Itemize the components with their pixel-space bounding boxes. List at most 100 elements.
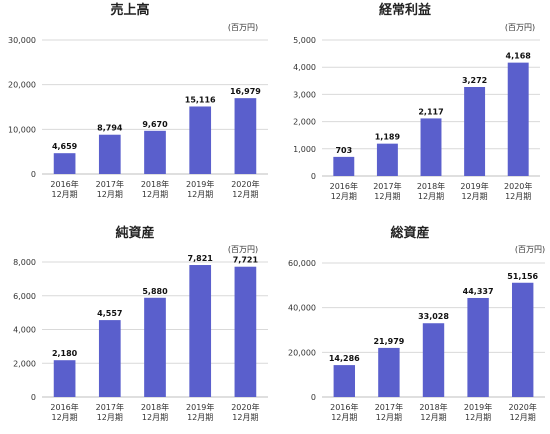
unit-label: (百万円) bbox=[228, 23, 258, 32]
x-tick-label-period: 12月期 bbox=[331, 192, 357, 201]
data-label: 5,880 bbox=[142, 287, 168, 296]
x-tick-label-year: 2017年 bbox=[375, 402, 403, 412]
bar bbox=[376, 143, 398, 176]
x-tick-label-year: 2018年 bbox=[419, 402, 447, 412]
x-tick-label-period: 12月期 bbox=[418, 192, 444, 201]
y-tick-label: 2,000 bbox=[293, 118, 316, 127]
chart-title: 純資産 bbox=[115, 225, 154, 241]
x-tick-label-period: 12月期 bbox=[187, 413, 213, 422]
data-label: 4,557 bbox=[97, 309, 122, 318]
x-tick-label-period: 12月期 bbox=[232, 190, 258, 199]
data-label: 16,979 bbox=[230, 87, 261, 96]
y-tick-label: 4,000 bbox=[293, 63, 316, 72]
y-tick-label: 0 bbox=[311, 393, 316, 402]
data-label: 51,156 bbox=[507, 272, 538, 281]
bar bbox=[420, 118, 442, 176]
data-label: 703 bbox=[335, 146, 352, 155]
bar bbox=[422, 323, 445, 397]
x-tick-label-year: 2020年 bbox=[509, 402, 537, 412]
data-label: 2,180 bbox=[52, 349, 78, 358]
x-tick-label-year: 2017年 bbox=[96, 179, 124, 189]
y-tick-label: 40,000 bbox=[288, 304, 316, 313]
x-tick-label-period: 12月期 bbox=[97, 413, 123, 422]
bar bbox=[333, 365, 356, 397]
data-label: 8,794 bbox=[97, 124, 123, 133]
y-tick-label: 5,000 bbox=[293, 36, 316, 45]
data-label: 7,721 bbox=[233, 256, 259, 265]
y-tick-label: 4,000 bbox=[13, 326, 36, 335]
x-tick-label-year: 2018年 bbox=[141, 402, 169, 412]
x-tick-label-year: 2018年 bbox=[417, 181, 445, 191]
data-label: 44,337 bbox=[463, 287, 494, 296]
x-tick-label-year: 2020年 bbox=[504, 181, 532, 191]
bar bbox=[144, 297, 166, 397]
unit-label: (百万円) bbox=[228, 245, 258, 254]
bar bbox=[189, 265, 212, 397]
bar bbox=[98, 134, 121, 174]
x-tick-label-year: 2020年 bbox=[231, 179, 259, 189]
x-tick-label-year: 2019年 bbox=[186, 402, 214, 412]
bar bbox=[53, 153, 76, 174]
data-label: 3,272 bbox=[462, 76, 487, 85]
y-tick-label: 20,000 bbox=[8, 81, 36, 90]
x-tick-label-period: 12月期 bbox=[505, 192, 531, 201]
x-tick-label-period: 12月期 bbox=[142, 413, 168, 422]
y-tick-label: 0 bbox=[31, 393, 36, 402]
y-tick-label: 30,000 bbox=[8, 36, 36, 45]
x-tick-label-year: 2016年 bbox=[330, 181, 358, 191]
y-tick-label: 2,000 bbox=[13, 359, 36, 368]
chart-title: 経常利益 bbox=[379, 2, 431, 18]
chart-title: 売上高 bbox=[110, 2, 149, 18]
data-label: 4,168 bbox=[506, 52, 532, 61]
bar bbox=[511, 282, 534, 397]
bar bbox=[234, 266, 257, 397]
x-tick-label-year: 2020年 bbox=[231, 402, 259, 412]
bar bbox=[189, 106, 212, 174]
bar bbox=[333, 156, 355, 176]
data-label: 14,286 bbox=[329, 354, 360, 363]
x-tick-label-period: 12月期 bbox=[331, 413, 357, 422]
bar bbox=[378, 347, 400, 397]
chart-title: 総資産 bbox=[390, 225, 429, 241]
y-tick-label: 10,000 bbox=[8, 125, 36, 134]
unit-label: (百万円) bbox=[515, 245, 545, 254]
bar bbox=[98, 320, 121, 397]
x-tick-label-period: 12月期 bbox=[232, 413, 258, 422]
x-tick-label-year: 2017年 bbox=[96, 402, 124, 412]
bar bbox=[144, 130, 166, 174]
bar bbox=[467, 297, 489, 397]
x-tick-label-period: 12月期 bbox=[420, 413, 446, 422]
y-tick-label: 8,000 bbox=[13, 258, 36, 267]
data-label: 9,670 bbox=[142, 120, 168, 129]
data-label: 1,189 bbox=[375, 133, 401, 142]
data-label: 15,116 bbox=[185, 95, 216, 104]
x-tick-label-period: 12月期 bbox=[52, 190, 78, 199]
y-tick-label: 6,000 bbox=[13, 292, 36, 301]
bar bbox=[507, 62, 529, 176]
y-tick-label: 1,000 bbox=[293, 145, 316, 154]
data-label: 4,659 bbox=[52, 142, 78, 151]
x-tick-label-year: 2016年 bbox=[50, 402, 78, 412]
x-tick-label-year: 2019年 bbox=[460, 181, 488, 191]
y-tick-label: 0 bbox=[31, 170, 36, 179]
x-tick-label-year: 2019年 bbox=[186, 179, 214, 189]
x-tick-label-period: 12月期 bbox=[187, 190, 213, 199]
x-tick-label-period: 12月期 bbox=[374, 192, 400, 201]
x-tick-label-year: 2019年 bbox=[464, 402, 492, 412]
x-tick-label-period: 12月期 bbox=[376, 413, 402, 422]
x-tick-label-period: 12月期 bbox=[97, 190, 123, 199]
unit-label: (百万円) bbox=[505, 23, 535, 32]
x-tick-label-period: 12月期 bbox=[465, 413, 491, 422]
x-tick-label-year: 2017年 bbox=[373, 181, 401, 191]
y-tick-label: 60,000 bbox=[288, 259, 316, 268]
x-tick-label-year: 2016年 bbox=[330, 402, 358, 412]
y-tick-label: 3,000 bbox=[293, 90, 316, 99]
x-tick-label-year: 2016年 bbox=[50, 179, 78, 189]
bar bbox=[234, 98, 257, 174]
x-tick-label-year: 2018年 bbox=[141, 179, 169, 189]
bar bbox=[53, 360, 76, 397]
data-label: 33,028 bbox=[418, 312, 449, 321]
y-tick-label: 0 bbox=[311, 172, 316, 181]
data-label: 7,821 bbox=[188, 254, 214, 263]
